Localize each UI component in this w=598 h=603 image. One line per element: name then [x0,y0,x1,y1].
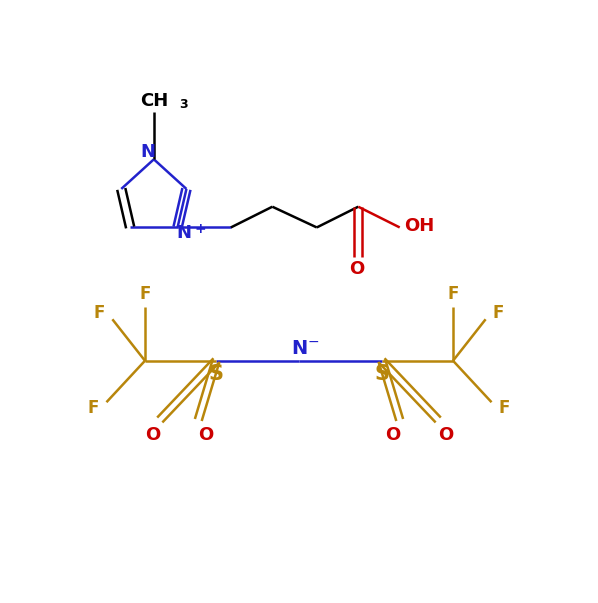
Text: S: S [209,364,224,384]
Text: OH: OH [404,217,435,235]
Text: F: F [139,285,151,303]
Text: N: N [176,224,191,242]
Text: 3: 3 [179,98,188,112]
Text: F: F [447,285,459,303]
Text: N: N [291,339,307,358]
Text: O: O [385,426,400,444]
Text: O: O [198,426,213,444]
Text: F: F [88,399,99,417]
Text: O: O [349,260,364,278]
Text: −: − [308,335,319,349]
Text: S: S [374,364,389,384]
Text: F: F [493,305,504,323]
Text: CH: CH [140,92,168,110]
Text: N: N [141,143,155,161]
Text: O: O [438,426,453,444]
Text: F: F [94,305,105,323]
Text: O: O [145,426,160,444]
Text: +: + [194,223,206,236]
Text: F: F [499,399,510,417]
